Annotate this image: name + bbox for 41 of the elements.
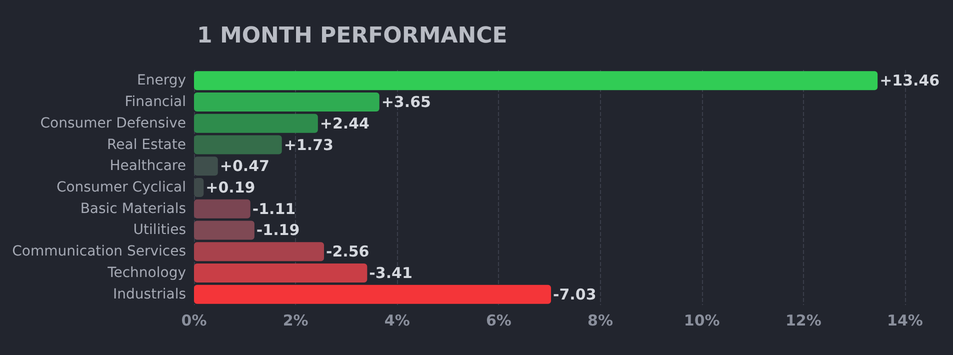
data-label: +3.65 bbox=[381, 93, 431, 112]
y-tick-label: Healthcare bbox=[110, 158, 186, 174]
y-tick-label: Industrials bbox=[113, 286, 186, 302]
y-tick-label: Consumer Defensive bbox=[40, 115, 186, 132]
bar bbox=[194, 156, 218, 176]
bar bbox=[194, 284, 552, 304]
bar bbox=[194, 71, 878, 90]
data-label: -3.41 bbox=[369, 264, 412, 282]
y-tick-label: Consumer Cyclical bbox=[56, 180, 186, 196]
data-label: -2.56 bbox=[326, 242, 370, 261]
x-tick-label: 2% bbox=[282, 312, 308, 330]
x-tick-label: 14% bbox=[887, 312, 923, 330]
data-label: -1.19 bbox=[256, 221, 300, 240]
bar bbox=[194, 242, 324, 262]
y-tick-label: Real Estate bbox=[107, 136, 186, 153]
chart-title: 1 MONTH PERFORMANCE bbox=[197, 24, 508, 48]
y-tick-label: Technology bbox=[106, 264, 186, 281]
x-tick-label: 4% bbox=[384, 312, 410, 330]
x-tick-label: 6% bbox=[486, 312, 512, 330]
x-tick-label: 8% bbox=[588, 312, 614, 330]
y-tick-label: Financial bbox=[124, 94, 186, 110]
bar bbox=[194, 263, 368, 282]
data-label: +0.47 bbox=[220, 157, 270, 176]
y-tick-label: Communication Services bbox=[12, 244, 186, 260]
data-label: +0.19 bbox=[206, 178, 256, 196]
x-tick-label: 12% bbox=[785, 312, 822, 330]
data-label: -7.03 bbox=[553, 285, 596, 304]
data-label: +13.46 bbox=[880, 72, 940, 90]
y-tick-label: Utilities bbox=[133, 222, 186, 238]
bar bbox=[194, 220, 254, 240]
bar bbox=[194, 135, 282, 154]
x-tick-label: 0% bbox=[181, 312, 207, 330]
x-tick-label: 10% bbox=[684, 312, 720, 330]
data-label: -1.11 bbox=[252, 200, 296, 218]
bar bbox=[194, 199, 250, 218]
data-label: +2.44 bbox=[320, 114, 370, 132]
y-tick-label: Basic Materials bbox=[80, 200, 186, 217]
data-label: +1.73 bbox=[284, 136, 334, 154]
y-tick-label: Energy bbox=[136, 72, 186, 89]
bar bbox=[194, 114, 318, 133]
bar bbox=[194, 92, 380, 112]
